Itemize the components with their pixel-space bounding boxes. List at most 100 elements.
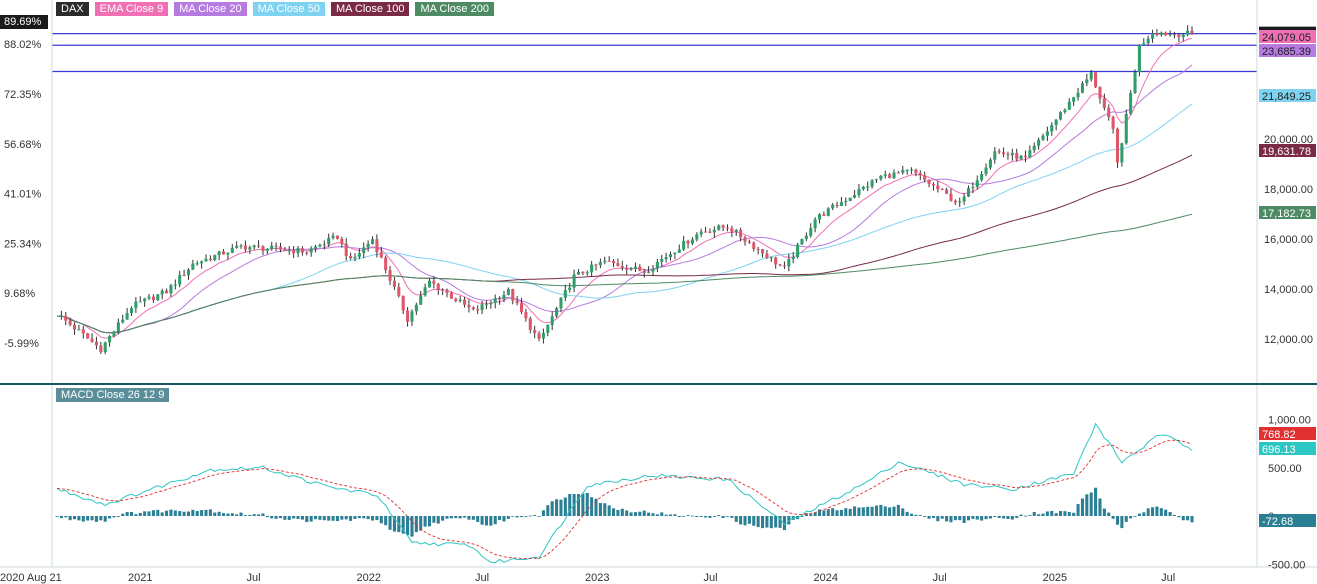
macd-histogram-bar (243, 515, 247, 516)
overlay-value-tag: 19,631.78 (1262, 146, 1311, 158)
macd-histogram-bar (1076, 504, 1080, 516)
time-tick-label: 2023 (585, 572, 609, 584)
candle-body (721, 225, 725, 228)
candle-body (515, 300, 519, 304)
candle-body (283, 249, 287, 251)
candle-body (77, 329, 81, 331)
candle-body (879, 175, 883, 180)
macd-histogram-bar (498, 516, 502, 520)
macd-histogram-bar (962, 516, 966, 523)
candle-body (945, 189, 949, 194)
candle-body (813, 219, 817, 229)
candle-body (1098, 87, 1102, 99)
candle-body (427, 280, 432, 288)
candle-body (1028, 150, 1032, 158)
candle-body (555, 308, 559, 317)
macd-histogram-bar (353, 516, 357, 519)
candle-body (129, 308, 134, 314)
moving-average-line (56, 37, 1193, 339)
macd-histogram-bar (1164, 509, 1168, 516)
macd-histogram-bar (1094, 487, 1098, 516)
macd-histogram-bar (1098, 498, 1102, 516)
macd-histogram-bar (576, 494, 581, 516)
macd-histogram-bar (616, 509, 620, 516)
candle-body (966, 188, 971, 197)
macd-histogram-bar (226, 513, 230, 516)
candle-body (866, 186, 870, 188)
candle-body (603, 260, 607, 263)
macd-histogram-bar (1054, 513, 1058, 516)
candle-body (370, 239, 375, 244)
macd-histogram-bar (1186, 516, 1190, 521)
macd-value-tag-bg (1259, 442, 1316, 455)
macd-histogram-bar (980, 516, 984, 521)
price-tick-label: 14,000.00 (1264, 284, 1313, 296)
macd-histogram-bar (331, 516, 335, 521)
time-tick-label: Jul (247, 572, 261, 584)
candle-body (576, 271, 581, 275)
macd-histogram-bar (278, 516, 283, 519)
candle-body (1054, 119, 1058, 125)
macd-histogram-bar (642, 510, 646, 516)
candle-body (1094, 72, 1098, 88)
overlay-value-tag-bg (1259, 30, 1316, 43)
candle-body (221, 251, 226, 255)
macd-histogram-bar (392, 516, 396, 532)
candle-body (191, 263, 195, 270)
candle-body (300, 248, 304, 253)
macd-histogram-bar (515, 516, 519, 518)
macd-histogram-bar (607, 505, 611, 516)
candle-body (848, 197, 852, 201)
candle-body (156, 294, 160, 301)
macd-tick-label: 1,000.00 (1268, 415, 1311, 427)
macd-histogram-bar (655, 514, 659, 516)
macd-histogram-bar (975, 516, 979, 520)
macd-histogram-bar (905, 511, 909, 516)
candle-body (1142, 43, 1146, 46)
macd-histogram-bar (765, 516, 769, 528)
macd-histogram-bar (809, 514, 813, 516)
macd-histogram-bar (1089, 492, 1093, 516)
candle-body (984, 167, 988, 174)
macd-histogram-bar (559, 499, 563, 516)
macd-histogram-bar (848, 508, 852, 516)
moving-average-line (56, 213, 1193, 334)
macd-histogram-bar (1006, 516, 1010, 519)
candle-body (1186, 30, 1190, 35)
candle-body (883, 174, 887, 176)
candle-body (471, 307, 475, 310)
signal-value-tag: 768.82 (1262, 429, 1296, 441)
candle-body (64, 315, 68, 321)
candle-body (870, 180, 874, 187)
candle-body (962, 196, 966, 202)
candle-body (208, 258, 212, 261)
candle-body (638, 266, 642, 271)
time-tick-label: Jul (475, 572, 489, 584)
macd-histogram-bar (1015, 516, 1019, 518)
macd-histogram-bar (502, 516, 506, 522)
macd-histogram-bar (813, 512, 817, 516)
candle-body (980, 173, 984, 181)
macd-histogram-bar (283, 516, 287, 520)
signal-line (56, 439, 1193, 560)
macd-histogram-bar (59, 516, 63, 519)
candle-body (708, 231, 712, 233)
candlestick-series (59, 25, 1194, 355)
candle-body (305, 252, 309, 254)
candle-body (86, 333, 90, 339)
macd-histogram-bar (261, 513, 265, 516)
candle-body (1072, 97, 1076, 102)
macd-histogram-bar (984, 516, 988, 520)
legend-item: MA Close 100 (330, 2, 410, 16)
candle-body (173, 284, 177, 286)
candle-body (572, 274, 576, 288)
percent-readout: 89.69% (0, 15, 48, 29)
macd-histogram-bar (160, 512, 164, 516)
candle-body (458, 299, 462, 301)
candle-body (511, 289, 515, 301)
candle-body (519, 303, 524, 312)
candle-body (581, 271, 585, 274)
macd-histogram-bar (1137, 513, 1141, 516)
candle-body (414, 304, 418, 312)
candle-body (147, 296, 151, 299)
